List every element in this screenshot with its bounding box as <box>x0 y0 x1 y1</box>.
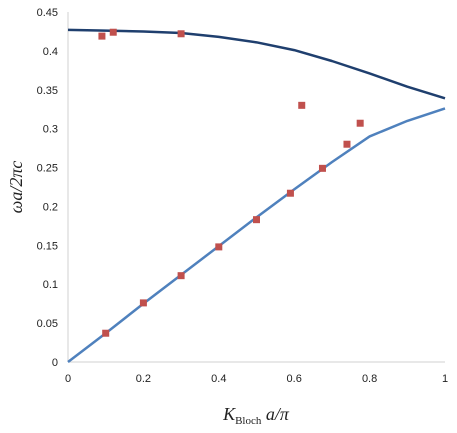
y-tick-label: 0.1 <box>43 279 58 291</box>
y-tick-label: 0.15 <box>37 240 58 252</box>
x-tick-label: 0.6 <box>287 373 302 385</box>
data-point <box>98 32 106 40</box>
x-axis-label-rest: a/π <box>261 404 290 424</box>
data-point <box>177 30 185 38</box>
data-point <box>102 329 110 337</box>
x-axis-label-main: K <box>222 404 236 424</box>
x-tick-label: 1 <box>442 373 448 385</box>
y-axis-label: ωa/2πc <box>6 161 26 214</box>
y-tick-label: 0.4 <box>43 46 58 58</box>
x-axis-label: KBloch a/π <box>222 404 290 427</box>
y-tick-label: 0.05 <box>37 318 58 330</box>
data-point <box>177 272 185 280</box>
data-point <box>139 299 147 307</box>
y-tick-label: 0.2 <box>43 201 58 213</box>
x-tick-label: 0 <box>65 373 71 385</box>
y-tick-label: 0 <box>52 357 58 369</box>
x-tick-label: 0.4 <box>211 373 226 385</box>
y-tick-label: 0.45 <box>37 7 58 19</box>
y-tick-labels: 0 0.05 0.1 0.15 0.2 0.25 0.3 0.35 0.4 0.45 <box>37 7 58 369</box>
y-tick-label: 0.25 <box>37 163 58 175</box>
y-tick-label: 0.3 <box>43 124 58 136</box>
data-point <box>253 216 260 224</box>
x-tick-label: 0.8 <box>362 373 377 385</box>
x-axis-label-sub: Bloch <box>235 415 262 427</box>
lower-band-line <box>67 107 446 363</box>
y-tick-label: 0.35 <box>37 85 58 97</box>
data-point <box>318 164 326 172</box>
plot-area <box>67 12 445 363</box>
upper-band-line <box>67 28 446 100</box>
data-point <box>215 243 223 251</box>
data-point <box>109 28 117 36</box>
data-point <box>343 140 351 148</box>
data-point <box>356 119 364 127</box>
data-point <box>298 101 306 109</box>
series-layer <box>67 28 446 363</box>
x-tick-labels: 0 0.2 0.4 0.6 0.8 1 <box>65 373 448 385</box>
x-tick-label: 0.2 <box>136 373 151 385</box>
data-point <box>286 189 294 197</box>
